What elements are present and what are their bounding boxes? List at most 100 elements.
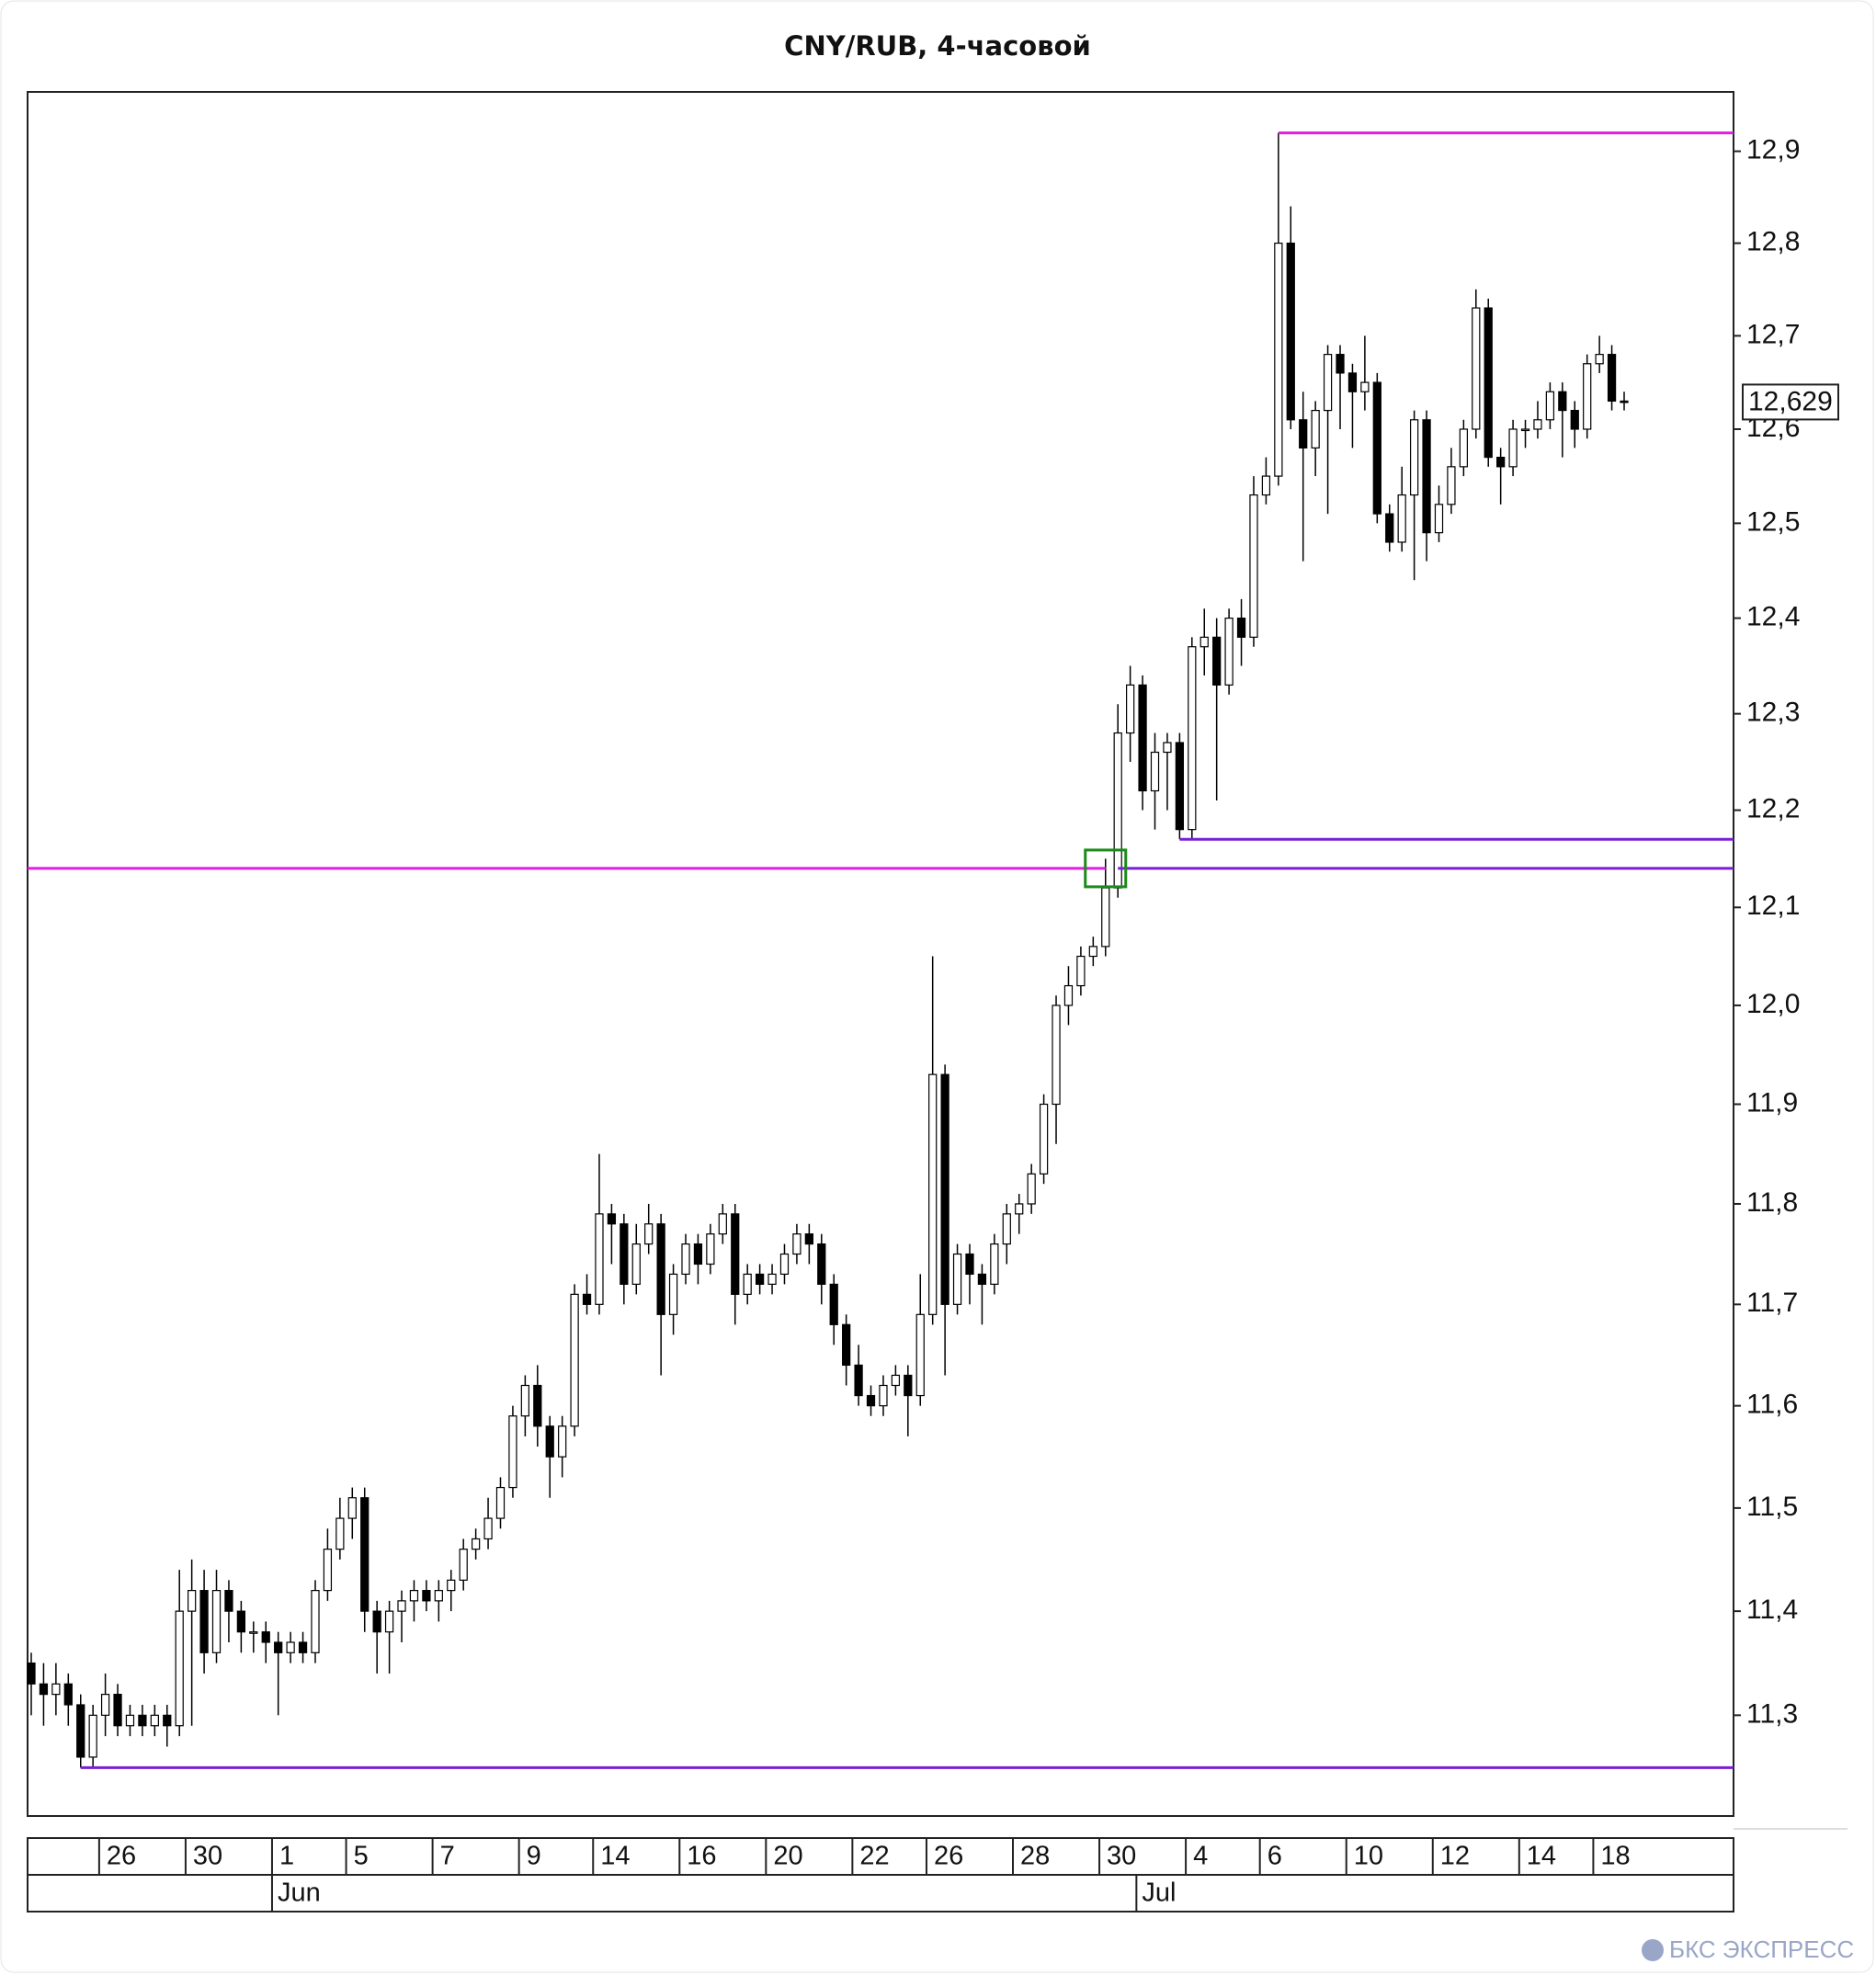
candle-body [977, 1273, 987, 1285]
y-tick-label: 12,5 [1746, 506, 1800, 537]
candle-body [249, 1631, 258, 1634]
x-tick-label: 5 [354, 1842, 369, 1871]
month-label: Jul [1142, 1879, 1176, 1908]
candle-body [520, 1384, 529, 1417]
candle-body [1496, 457, 1506, 468]
candle-body [63, 1683, 73, 1706]
last-price-box [1742, 383, 1839, 421]
candle-body [1113, 732, 1122, 889]
candle-body [1200, 636, 1209, 648]
candle-body [1360, 381, 1370, 392]
candle-body [1323, 354, 1333, 412]
candle-body [397, 1600, 406, 1612]
candle-body [1002, 1213, 1011, 1245]
chart-title: CNY/RUB, 4-часовой [784, 30, 1091, 62]
last-price-label: 12,629 [1748, 386, 1833, 416]
x-tick-label: 1 [279, 1842, 294, 1871]
candle-body [1607, 354, 1617, 403]
candle-body [915, 1313, 925, 1397]
candle-body [224, 1590, 233, 1612]
x-tick-label: 4 [1193, 1842, 1208, 1871]
candle-body [495, 1486, 506, 1519]
candle-body [51, 1683, 61, 1696]
candle-body [904, 1374, 913, 1397]
y-tick-label: 11,6 [1746, 1390, 1798, 1420]
candle-body [817, 1243, 826, 1285]
plot-area [27, 91, 1734, 1817]
candle-body [199, 1590, 209, 1653]
candle-body [508, 1415, 517, 1489]
candle-body [1224, 617, 1234, 686]
candle-body [706, 1233, 715, 1266]
candle-body [1422, 419, 1431, 534]
candle-body [286, 1641, 295, 1653]
candle-body [236, 1610, 246, 1633]
month-label: Jun [278, 1879, 321, 1908]
signal-marker [1084, 848, 1128, 889]
candle-body [471, 1538, 481, 1550]
y-tick-label: 12,7 [1746, 319, 1800, 349]
candle-body [1347, 372, 1358, 392]
candle-body [298, 1641, 308, 1653]
candle-body [1336, 354, 1345, 374]
x-tick-label: 12 [1440, 1842, 1470, 1871]
candle-body [990, 1243, 999, 1285]
candle-body [1101, 887, 1110, 948]
candle-body [1570, 409, 1579, 430]
candle-body [767, 1273, 777, 1285]
candle-body [113, 1694, 122, 1727]
candle-body [1385, 513, 1394, 543]
candle-body [1620, 400, 1629, 403]
candle-body [1236, 617, 1246, 638]
candle-body [1286, 242, 1295, 421]
candle-body [1484, 307, 1493, 459]
x-tick-label: 16 [687, 1842, 716, 1871]
y-tick-label: 11,8 [1746, 1187, 1798, 1218]
candle-body [409, 1590, 419, 1602]
y-tick-label: 11,7 [1746, 1288, 1798, 1318]
candle-body [1076, 955, 1086, 987]
x-tick-label: 10 [1354, 1842, 1383, 1871]
candle-body [545, 1425, 554, 1458]
candle-body [335, 1517, 345, 1550]
candle-body [347, 1497, 357, 1519]
y-tick-label: 12,8 [1746, 227, 1800, 257]
candle-body [384, 1610, 394, 1633]
candle-body [39, 1683, 49, 1696]
candle-body [533, 1384, 542, 1427]
candle-body [76, 1704, 85, 1758]
candle-body [447, 1579, 456, 1592]
candle-body [1188, 646, 1197, 831]
x-tick-label: 20 [773, 1842, 802, 1871]
candle-body [1472, 307, 1481, 430]
logo-icon [1642, 1939, 1664, 1961]
candle-body [755, 1273, 765, 1285]
candle-body [188, 1590, 197, 1612]
candle-body [656, 1223, 665, 1315]
candle-body [1299, 419, 1308, 448]
candle-body [311, 1590, 320, 1653]
candle-body [595, 1213, 604, 1305]
x-tick-label: 7 [440, 1842, 455, 1871]
y-tick-label: 12,0 [1746, 989, 1800, 1019]
candle-body [743, 1273, 752, 1295]
candle-body [1558, 391, 1567, 412]
candle-body [360, 1497, 370, 1612]
candle-body [879, 1384, 888, 1407]
candle-body [607, 1213, 617, 1225]
candle-body [434, 1590, 443, 1602]
candle-body [940, 1073, 949, 1305]
candle-body [644, 1223, 654, 1245]
candle-body [1459, 428, 1468, 468]
candle-body [1175, 742, 1185, 831]
candle-body [138, 1714, 147, 1727]
x-tick-label: 26 [934, 1842, 963, 1871]
candle-body [792, 1233, 802, 1255]
y-tick-label: 11,4 [1746, 1595, 1798, 1625]
x-tick-label: 26 [107, 1842, 136, 1871]
y-tick-label: 12,3 [1746, 698, 1800, 728]
candle-body [1508, 428, 1518, 468]
candle-body [261, 1631, 270, 1643]
candle-body [1261, 475, 1271, 496]
x-tick-label: 14 [1527, 1842, 1556, 1871]
